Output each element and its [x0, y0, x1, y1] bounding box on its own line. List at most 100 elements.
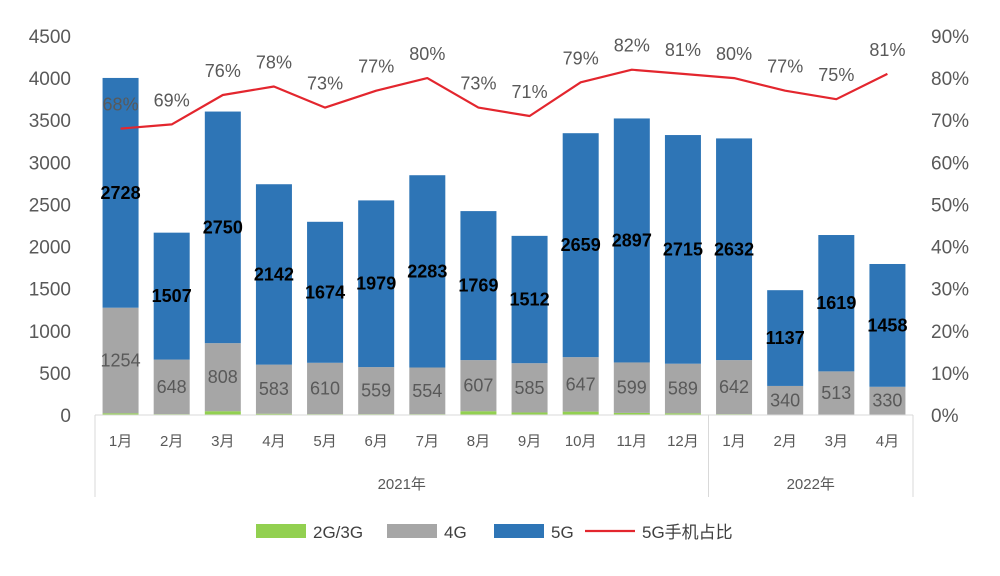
bar-5g	[562, 133, 599, 358]
x-tick-label: 7月	[416, 433, 439, 450]
x-tick-label: 4月	[262, 433, 285, 450]
bar-2g3g	[664, 413, 701, 415]
y-right-tick-label: 40%	[931, 238, 969, 259]
y-right-tick-label: 60%	[931, 153, 969, 174]
data-label-4g: 589	[668, 379, 698, 399]
legend-label: 5G	[551, 523, 574, 542]
x-tick-label: 8月	[467, 433, 490, 450]
x-tick-label: 3月	[211, 433, 234, 450]
y-left-tick-label: 2500	[29, 195, 71, 216]
line-5g-share	[120, 68, 888, 130]
data-label-5g: 1458	[867, 315, 907, 335]
x-tick-label: 11月	[617, 433, 648, 450]
bar-5g	[307, 221, 344, 363]
bar-5g	[664, 135, 701, 364]
bar-4g	[153, 359, 190, 415]
data-label-4g: 808	[208, 367, 238, 387]
data-label-5g-share: 80%	[716, 44, 752, 64]
bar-4g	[613, 362, 650, 413]
y-left-tick-label: 500	[39, 364, 71, 385]
bar-2g3g	[102, 413, 139, 415]
bar-2g3g	[204, 411, 241, 415]
data-label-4g: 1254	[101, 351, 141, 371]
x-tick-label: 4月	[876, 433, 899, 450]
data-label-4g: 642	[719, 377, 749, 397]
data-label-4g: 554	[412, 381, 442, 401]
x-tick-label: 1月	[109, 433, 132, 450]
data-label-5g-share: 69%	[154, 90, 190, 110]
data-label-5g: 2715	[663, 239, 703, 259]
data-label-4g: 583	[259, 379, 289, 399]
bar-4g	[255, 364, 292, 414]
bar-2g3g	[562, 411, 599, 415]
bar-4g	[716, 360, 753, 415]
y-right-tick-label: 50%	[931, 195, 969, 216]
data-label-5g-share: 68%	[103, 95, 139, 115]
bar-2g3g	[255, 413, 292, 415]
x-group-label: 2021年	[378, 476, 426, 493]
y-left-tick-label: 1000	[29, 322, 71, 343]
y-left-tick-label: 0	[60, 406, 71, 427]
y-right-tick-label: 30%	[931, 280, 969, 301]
bar-5g	[818, 235, 855, 372]
legend-label: 4G	[444, 523, 467, 542]
data-label-5g-share: 81%	[665, 40, 701, 60]
legend-swatch	[256, 524, 306, 538]
data-label-5g: 1137	[766, 328, 805, 348]
bar-4g	[409, 367, 446, 415]
data-label-5g: 2750	[203, 217, 243, 237]
data-label-5g: 1507	[152, 286, 192, 306]
bar-4g	[307, 362, 344, 415]
bar-4g	[460, 360, 497, 412]
data-label-4g: 330	[872, 391, 902, 411]
bar-5g	[204, 111, 241, 344]
legend-swatch	[387, 524, 437, 538]
y-left-tick-label: 3500	[29, 111, 71, 132]
bar-4g	[767, 385, 804, 415]
data-label-4g: 340	[770, 390, 800, 410]
bar-5g	[409, 175, 446, 368]
y-right-tick-label: 80%	[931, 69, 969, 90]
bar-4g	[562, 357, 599, 412]
data-label-5g: 2142	[254, 264, 294, 284]
data-label-5g-share: 75%	[818, 65, 854, 85]
data-label-5g-share: 81%	[869, 40, 905, 60]
bar-5g	[153, 232, 190, 360]
bar-5g	[511, 235, 548, 364]
data-label-5g-share: 73%	[460, 74, 496, 94]
bar-5g	[102, 77, 139, 308]
x-tick-label: 2月	[774, 433, 797, 450]
bar-5g	[767, 290, 804, 386]
data-label-5g: 1979	[356, 274, 396, 294]
data-label-4g: 559	[361, 381, 391, 401]
y-left-tick-label: 4000	[29, 69, 71, 90]
legend-swatch	[494, 524, 544, 538]
data-label-5g-share: 80%	[409, 44, 445, 64]
data-label-5g: 2728	[101, 183, 141, 203]
legend-label: 5G手机占比	[642, 523, 733, 542]
bar-4g	[358, 367, 395, 415]
bar-4g	[204, 343, 241, 412]
bar-5g	[613, 118, 650, 363]
x-tick-label: 1月	[722, 433, 745, 450]
x-tick-label: 6月	[365, 433, 388, 450]
bar-2g3g	[511, 412, 548, 415]
bar-5g	[716, 138, 753, 361]
data-label-4g: 610	[310, 378, 340, 398]
data-label-5g-share: 82%	[614, 36, 650, 56]
bar-4g	[869, 386, 906, 415]
bar-2g3g	[460, 411, 497, 415]
x-group-label: 2022年	[787, 476, 835, 493]
data-label-5g-share: 73%	[307, 74, 343, 94]
x-tick-label: 2月	[160, 433, 183, 450]
data-label-5g: 2659	[561, 235, 601, 255]
x-tick-label: 3月	[825, 433, 848, 450]
bar-4g	[664, 363, 701, 414]
data-label-5g: 2283	[407, 261, 447, 281]
bar-5g	[255, 184, 292, 365]
data-label-5g: 1512	[510, 290, 550, 310]
legend-label: 2G/3G	[313, 523, 363, 542]
x-tick-label: 9月	[518, 433, 541, 450]
